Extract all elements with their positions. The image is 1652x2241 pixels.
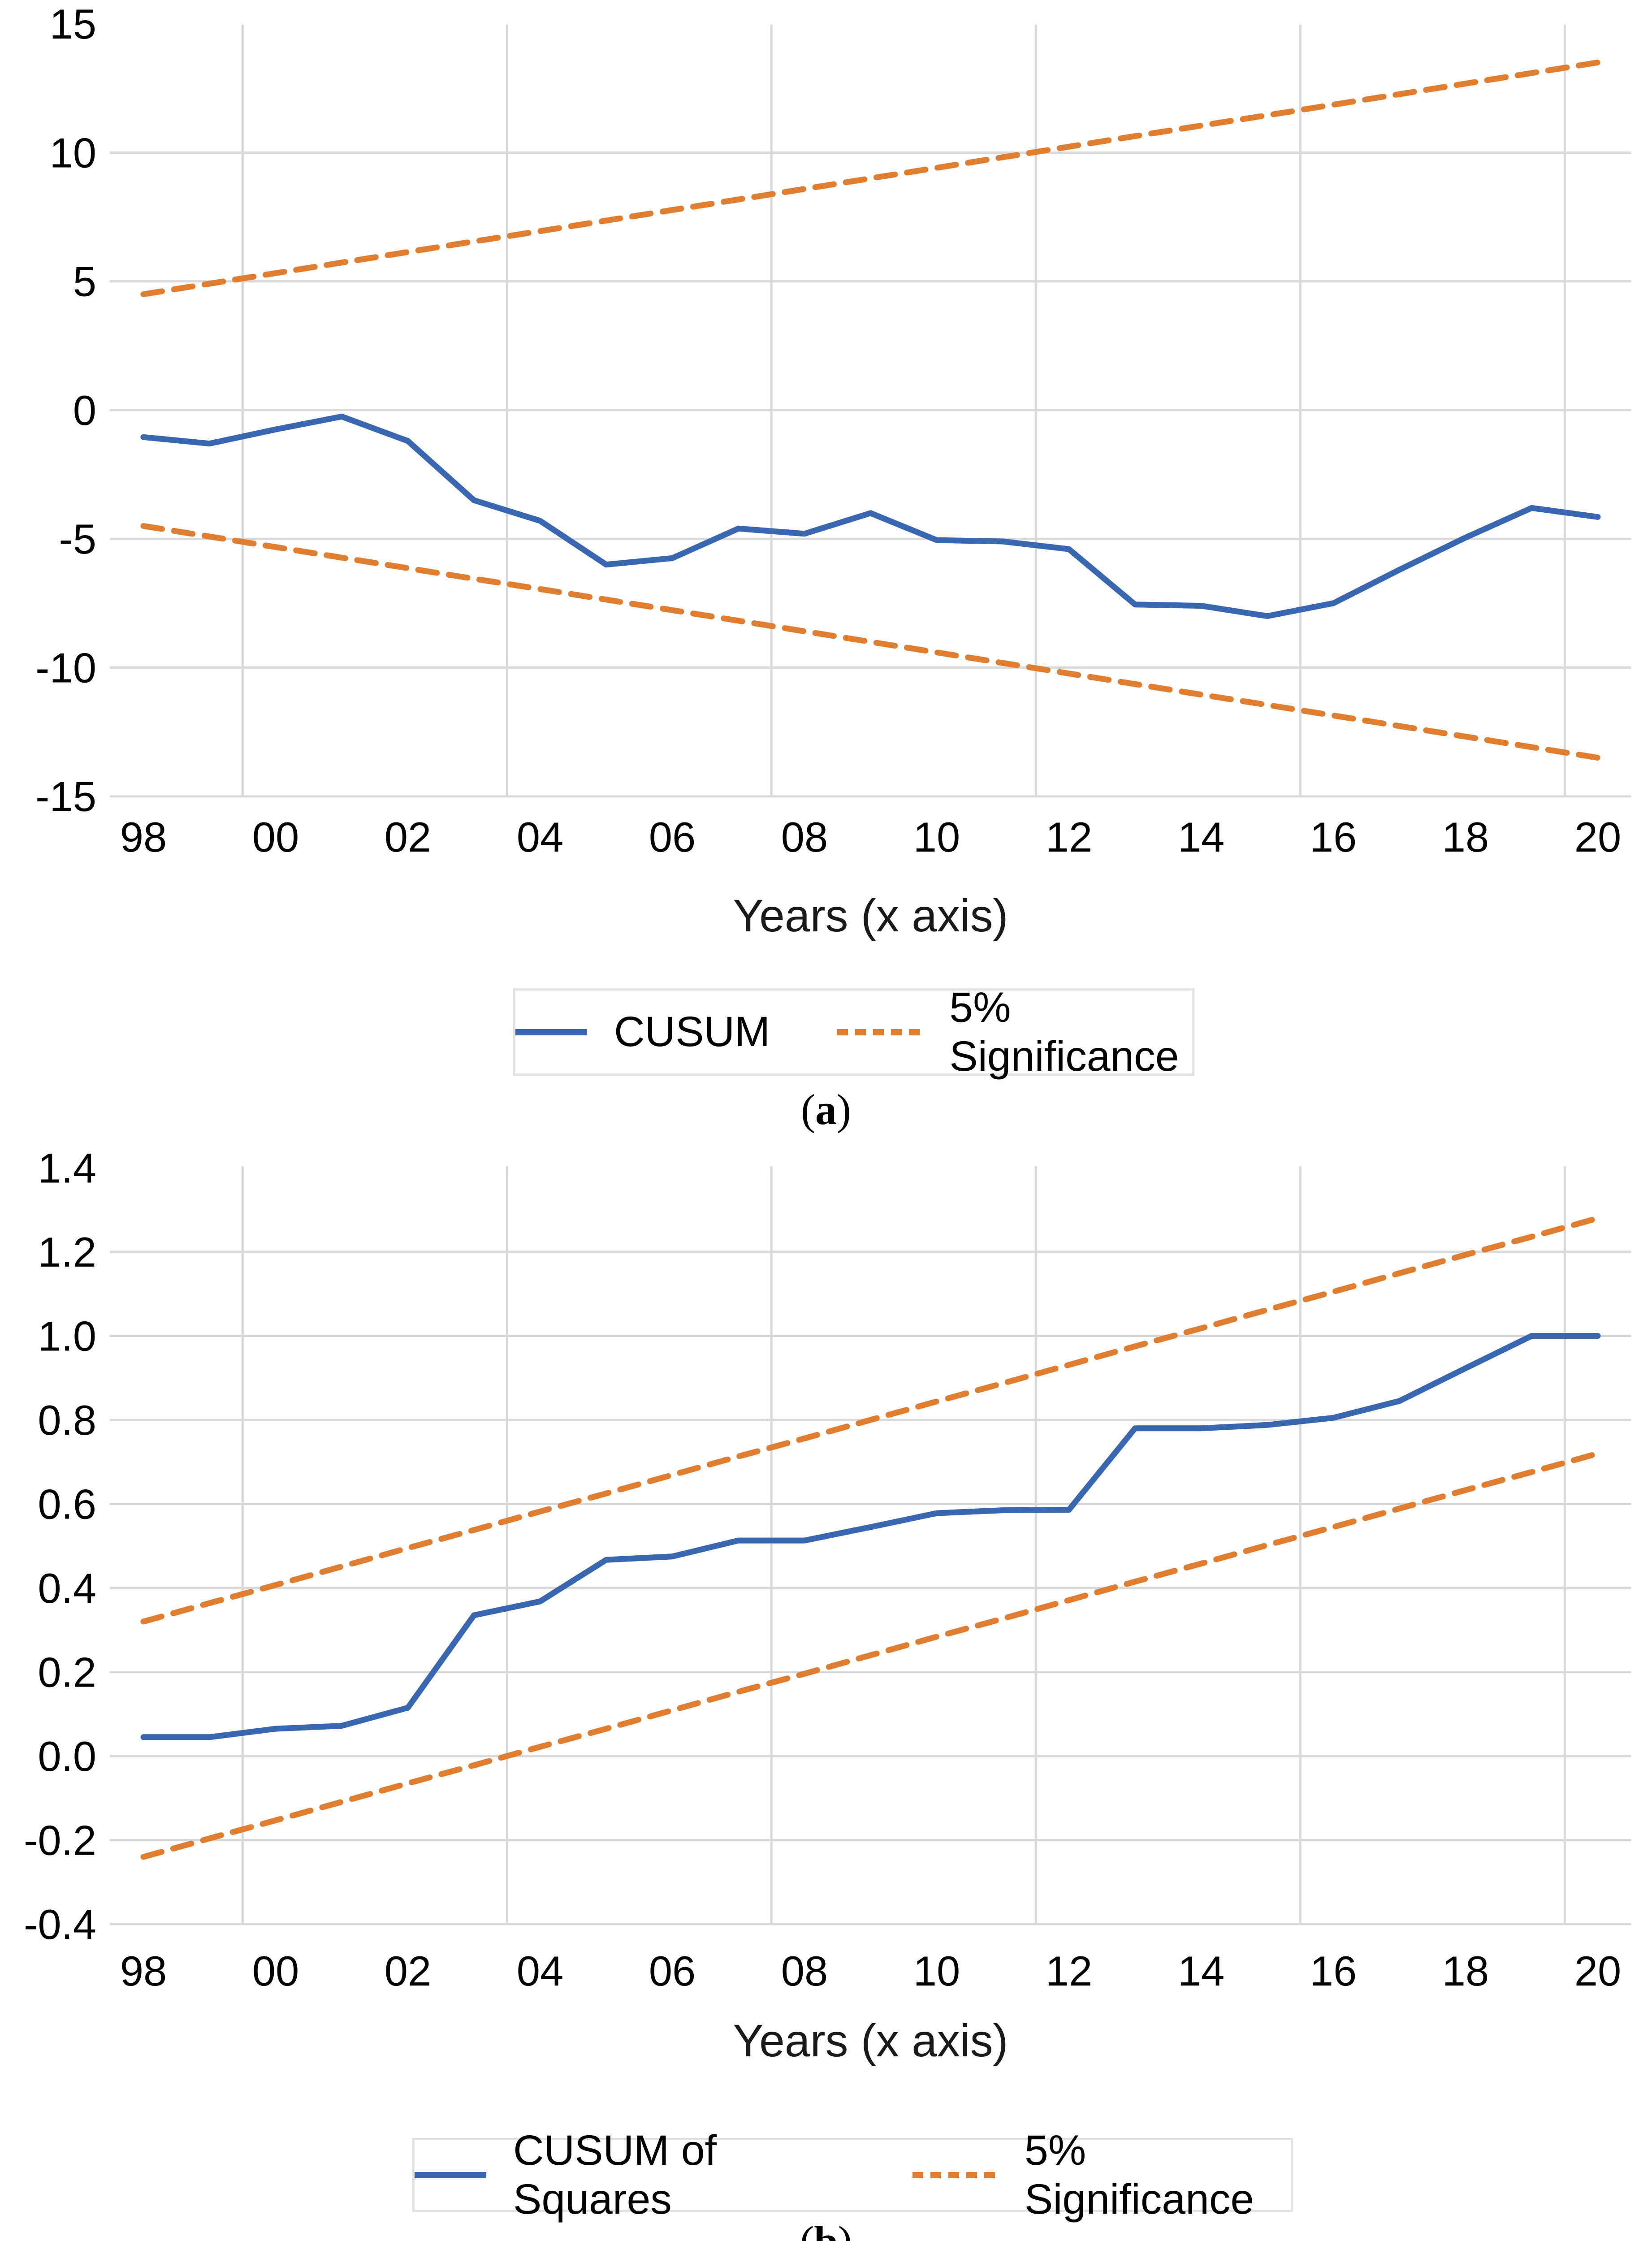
y-tick-label: -15 (35, 773, 96, 820)
y-tick-label: 0 (73, 387, 96, 434)
legend-b: CUSUM of Squares 5% Significance (412, 2127, 1293, 2223)
caption-a: (a) (0, 1085, 1652, 1134)
y-tick-label: -0.2 (24, 1817, 96, 1864)
legend-label: 5% Significance (1024, 2126, 1254, 2223)
series-solid-line (140, 1333, 1601, 1740)
y-tick-label: -0.4 (24, 1901, 96, 1948)
solid-line-swatch-icon (515, 1029, 587, 1035)
x-tick-label: 10 (913, 813, 960, 861)
x-tick-label: 14 (1178, 1947, 1225, 1994)
x-tick-label: 98 (120, 813, 167, 861)
dashed-line-swatch-icon (912, 2172, 998, 2178)
legend-item-cusum-squares: CUSUM of Squares (415, 2126, 845, 2224)
solid-line-swatch-icon (415, 2172, 486, 2178)
caption-letter: a (815, 1086, 837, 1133)
legend-item-significance: 5% Significance (912, 2126, 1291, 2224)
series-dashed-line (140, 523, 1601, 761)
y-tick-label: 5 (73, 258, 96, 305)
legend-label: CUSUM (614, 1008, 770, 1056)
x-tick-label: 12 (1046, 1947, 1093, 1994)
series-dashed-line (140, 1450, 1601, 1860)
x-tick-label: 08 (781, 1947, 828, 1994)
caption-text: ( (801, 1086, 815, 1133)
y-tick-label: 1.0 (38, 1312, 96, 1359)
legend-label: 5% Significance (949, 983, 1179, 1080)
y-tick-label: -10 (35, 644, 96, 691)
x-tick-label: 06 (649, 813, 696, 861)
legend-item-significance: 5% Significance (837, 983, 1192, 1081)
x-tick-label: 02 (385, 1947, 432, 1994)
x-tick-label: 04 (517, 813, 564, 861)
x-tick-label: 18 (1442, 1947, 1489, 1994)
x-axis-title-a: Years (x axis) (733, 890, 1008, 941)
y-tick-label: 1.2 (38, 1229, 96, 1276)
x-tick-label: 16 (1310, 813, 1357, 861)
x-tick-label: 20 (1574, 813, 1622, 861)
x-tick-label: 10 (913, 1947, 960, 1994)
y-tick-label: 0.0 (38, 1733, 96, 1780)
y-tick-label: 0.6 (38, 1480, 96, 1527)
x-tick-label: 00 (252, 813, 299, 861)
y-tick-label: 0.8 (38, 1397, 96, 1444)
caption-b: (b) (0, 2216, 1652, 2241)
series-solid-line (140, 413, 1601, 619)
x-tick-label: 20 (1574, 1947, 1622, 1994)
y-tick-label: 1.4 (38, 1144, 96, 1191)
x-tick-label: 14 (1178, 813, 1225, 861)
x-tick-label: 12 (1046, 813, 1093, 861)
y-tick-label: 0.4 (38, 1565, 96, 1612)
x-axis-title-b: Years (x axis) (733, 2015, 1008, 2066)
x-tick-label: 16 (1310, 1947, 1357, 1994)
y-tick-label: 10 (49, 129, 96, 176)
legend-a: CUSUM 5% Significance (513, 984, 1194, 1080)
series-dashed-line (140, 59, 1601, 297)
x-tick-label: 04 (517, 1947, 564, 1994)
caption-text: ) (837, 1086, 851, 1133)
series-dashed-line (140, 1215, 1601, 1625)
legend-label: CUSUM of Squares (513, 2126, 717, 2223)
x-tick-label: 18 (1442, 813, 1489, 861)
y-tick-label: 15 (49, 0, 96, 48)
caption-text: ( (800, 2217, 814, 2241)
x-tick-label: 06 (649, 1947, 696, 1994)
x-tick-label: 00 (252, 1947, 299, 1994)
y-tick-label: 0.2 (38, 1648, 96, 1696)
legend-item-cusum: CUSUM (515, 1008, 770, 1056)
caption-letter: b (814, 2217, 838, 2241)
x-tick-label: 02 (385, 813, 432, 861)
x-tick-label: 98 (120, 1947, 167, 1994)
caption-text: ) (838, 2217, 852, 2241)
dashed-line-swatch-icon (837, 1029, 923, 1035)
y-tick-label: -5 (59, 515, 96, 562)
x-tick-label: 08 (781, 813, 828, 861)
